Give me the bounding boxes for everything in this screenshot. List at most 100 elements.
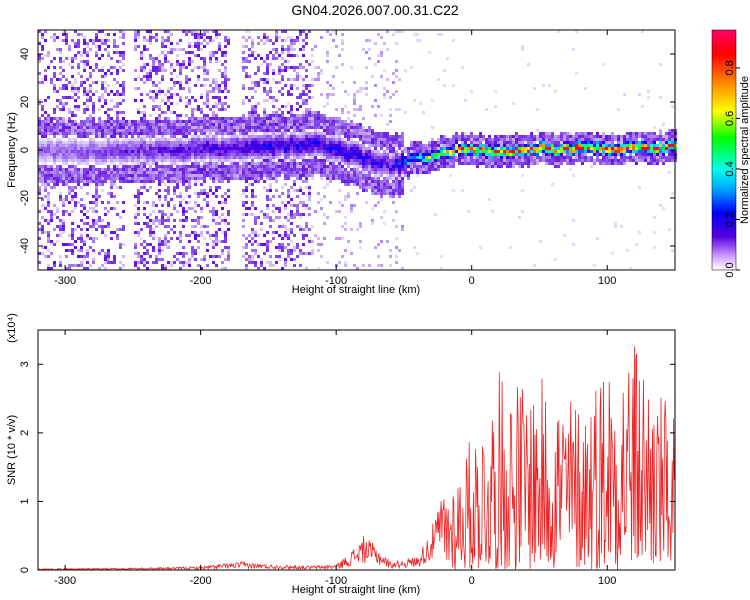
spectrogram-cell [446,147,449,150]
spectrogram-cell [311,96,314,99]
spectrogram-cell [188,42,191,45]
spectrogram-cell [176,210,179,213]
spectrogram-cell [536,129,539,132]
spectrogram-cell [224,132,227,135]
spectrogram-cell [113,177,116,180]
spectrogram-cell [161,222,164,225]
spectrogram-cell [80,144,83,147]
spectrogram-cell [341,108,344,111]
spectrogram-cell [167,99,170,102]
spectrogram-cell [179,72,182,75]
spectrogram-cell [287,45,290,48]
spectrogram-cell [455,141,458,144]
spectrogram-cell [281,120,284,123]
spectrogram-cell [56,141,59,144]
spectrogram-cell [65,129,68,132]
spectrogram-cell [278,210,281,213]
spectrogram-cell [389,147,392,150]
spectrogram-cell [347,174,350,177]
spectrogram-cell [110,135,113,138]
spectrogram-cell [311,168,314,171]
spectrogram-cell [107,147,110,150]
spectrogram-cell [149,36,152,39]
spectrogram-cell [266,150,269,153]
spectrogram-cell [41,36,44,39]
spectrogram-cell [173,141,176,144]
spectrogram-cell [278,147,281,150]
spectrogram-cell [317,66,320,69]
spectrogram-cell [74,144,77,147]
spectrogram-cell [260,78,263,81]
spectrogram-cell [164,30,167,33]
spectrogram-cell [521,156,524,159]
spectrogram-cell [119,129,122,132]
spectrogram-cell [491,141,494,144]
spectrogram-cell [53,150,56,153]
spectrogram-cell [524,144,527,147]
spectrogram-cell [95,171,98,174]
spectrogram-cell [341,168,344,171]
spectrogram-cell [401,135,404,138]
spectrogram-cell [410,153,413,156]
spectrogram-cell [347,153,350,156]
spectrogram-cell [194,153,197,156]
spectrogram-cell [197,117,200,120]
spectrogram-cell [461,138,464,141]
spectrogram-cell [317,153,320,156]
spectrogram-cell [290,111,293,114]
spectrogram-cell [296,87,299,90]
spectrogram-cell [68,267,71,270]
spectrogram-cell [107,255,110,258]
spectrogram-cell [530,141,533,144]
spectrogram-cell [59,228,62,231]
spectrogram-cell [251,192,254,195]
spectrogram-cell [92,108,95,111]
spectrogram-cell [353,102,356,105]
spectrogram-cell [269,132,272,135]
spectrogram-cell [323,165,326,168]
spectrogram-cell [248,138,251,141]
spectrogram-cell [377,174,380,177]
spectrogram-cell [245,126,248,129]
spectrogram-cell [92,39,95,42]
spectrogram-cell [167,156,170,159]
spectrogram-cell [266,69,269,72]
spectrogram-cell [362,135,365,138]
spectrogram-cell [386,174,389,177]
spectrogram-cell [383,165,386,168]
spectrogram-cell [104,126,107,129]
spectrogram-cell [374,138,377,141]
spectrogram-cell [449,159,452,162]
spectrogram-cell [215,255,218,258]
spectrogram-cell [248,234,251,237]
spectrogram-cell [200,123,203,126]
spectrogram-cell [308,30,311,33]
spectrogram-cell [59,153,62,156]
spectrogram-cell [359,153,362,156]
spectrogram-cell [224,192,227,195]
spectrogram-cell [161,171,164,174]
spectrogram-cell [212,165,215,168]
spectrogram-cell [410,147,413,150]
spectrogram-cell [116,111,119,114]
spectrogram-cell [245,177,248,180]
spectrogram-cell [152,105,155,108]
spectrogram-cell [386,48,389,51]
spectrogram-cell [269,162,272,165]
spectrogram-cell [386,138,389,141]
spectrogram-cell [257,243,260,246]
spectrogram-cell [137,33,140,36]
spectrogram-cell [263,126,266,129]
spectrogram-cell [278,132,281,135]
spectrogram-cell [62,30,65,33]
spectrogram-cell [377,141,380,144]
spectrogram-cell [173,126,176,129]
spectrogram-cell [182,165,185,168]
spectrogram-cell [86,51,89,54]
spectrogram-cell [254,123,257,126]
spectrogram-cell [113,261,116,264]
spectrogram-cell [377,162,380,165]
spectrogram-cell [83,267,86,270]
spectrogram-cell [185,171,188,174]
spectrogram-cell [290,66,293,69]
